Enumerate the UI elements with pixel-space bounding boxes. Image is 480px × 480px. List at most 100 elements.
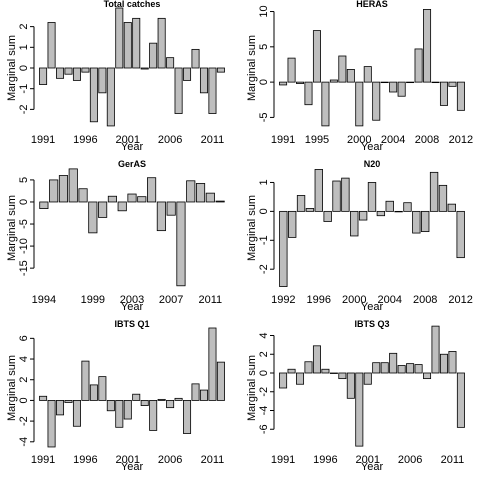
bar (216, 361, 225, 401)
x-tick-label: 2001 (116, 454, 140, 466)
panel-title: Total catches (104, 0, 161, 9)
bar (329, 79, 338, 83)
y-axis-label: Marginal sum (246, 355, 258, 421)
panel: Total catches Marginal sum Year -2 -1 0 1 2 1991… (6, 0, 225, 153)
x-tick-label: 2012 (449, 134, 473, 146)
bar (98, 201, 108, 218)
bar (123, 400, 132, 420)
bar (157, 17, 166, 69)
bar (287, 368, 296, 374)
bar (127, 193, 137, 203)
bar (323, 210, 332, 222)
y-tick-label: 0 (18, 199, 30, 205)
y-axis-label: Marginal sum (6, 195, 18, 261)
bar (68, 168, 78, 203)
x-tick-label: 1999 (81, 294, 105, 306)
bar (64, 400, 73, 403)
x-tick-label: 2011 (201, 134, 225, 146)
bar (355, 81, 364, 127)
y-tick-label: -2 (258, 387, 270, 397)
bar (215, 200, 225, 203)
bar (88, 201, 98, 234)
y-tick-label: 4 (18, 356, 30, 362)
bar (47, 400, 56, 448)
bar (338, 372, 347, 380)
bar (397, 365, 406, 374)
bar (279, 210, 288, 287)
bar (107, 195, 117, 203)
y-tick-label: 1 (18, 44, 30, 50)
bar (296, 195, 306, 212)
bar (123, 22, 132, 69)
bar (140, 400, 149, 406)
bar (403, 202, 412, 212)
bar (156, 201, 166, 232)
bar (89, 67, 98, 123)
y-tick-label: 10 (258, 5, 270, 17)
x-tick-label: 2001 (116, 134, 140, 146)
x-tick-label: 1994 (32, 294, 56, 306)
bar (429, 171, 439, 212)
x-tick-label: 2011 (201, 454, 225, 466)
bar (47, 22, 56, 69)
y-tick-label: -2 (18, 104, 30, 114)
panel-title: N20 (364, 159, 381, 169)
x-axis-label: Year (361, 141, 384, 153)
bar (397, 81, 406, 97)
panel-title: IBTS Q3 (354, 319, 389, 329)
x-tick-label: 1996 (313, 454, 337, 466)
bar (98, 376, 107, 401)
y-tick-label: -5 (258, 113, 270, 123)
bar (140, 67, 149, 70)
bar (380, 362, 389, 374)
bar (72, 67, 81, 81)
x-tick-label: 2006 (398, 454, 422, 466)
x-tick-label: 2007 (159, 294, 183, 306)
panel: HERAS Marginal sum Year -5 0 5 10 1991 1995 2000 2… (246, 0, 473, 153)
bar (205, 192, 215, 203)
bar (166, 201, 176, 216)
y-tick-label: -1 (258, 235, 270, 245)
bar (98, 67, 107, 94)
bar (147, 177, 157, 203)
bar (39, 395, 48, 401)
y-tick-label: -10 (18, 238, 30, 254)
bar (406, 81, 415, 84)
y-axis-label: Marginal sum (246, 195, 258, 261)
bar (406, 363, 415, 374)
bar (216, 67, 225, 73)
bar (81, 67, 90, 73)
y-tick-label: 4 (258, 332, 270, 338)
y-tick-label: -4 (18, 437, 30, 447)
x-tick-label: 1991 (271, 134, 295, 146)
bar (132, 393, 141, 401)
y-axis-label: Marginal sum (6, 35, 18, 101)
bar (208, 67, 217, 114)
y-tick-label: -2 (258, 264, 270, 274)
y-tick-label: 0 (258, 208, 270, 214)
bar (117, 201, 127, 212)
x-tick-label: 1992 (271, 294, 295, 306)
bar (431, 325, 440, 374)
bar (208, 327, 217, 401)
x-tick-label: 2011 (199, 294, 223, 306)
y-tick-label: 0 (258, 370, 270, 376)
bar (412, 210, 421, 234)
bar (195, 183, 206, 203)
bar (372, 81, 381, 121)
y-tick-label: 0 (18, 397, 30, 403)
bar (423, 372, 432, 380)
bar (341, 177, 350, 212)
bar (288, 210, 297, 238)
bar (199, 67, 208, 94)
panel: N20 Marginal sum Year -2 -1 0 1 1992 1996 2000 200… (246, 159, 473, 313)
bar (72, 400, 81, 427)
bar (448, 81, 457, 87)
y-tick-label: -4 (258, 406, 270, 416)
bar (176, 201, 186, 287)
y-axis-label: Marginal sum (246, 35, 258, 101)
bar (376, 210, 386, 217)
y-tick-label: 1 (258, 179, 270, 185)
